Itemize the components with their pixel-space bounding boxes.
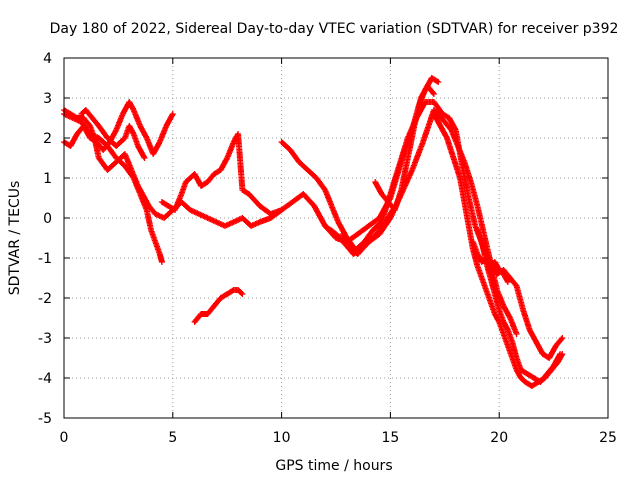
series-arc-11 <box>470 239 511 285</box>
series-arc-13 <box>372 83 437 213</box>
y-tick-label: -1 <box>38 251 52 267</box>
y-tick-label: 2 <box>43 131 52 147</box>
y-tick-label: -4 <box>38 371 52 387</box>
y-axis-label: SDTVAR / TECUs <box>7 181 23 296</box>
data-points <box>61 75 566 389</box>
series-arc-9 <box>430 111 566 389</box>
x-tick-label: 15 <box>381 430 399 446</box>
y-tick-label: 1 <box>43 171 52 187</box>
x-tick-label: 25 <box>599 430 617 446</box>
x-tick-label: 20 <box>490 430 508 446</box>
data-marker-trail <box>372 83 437 213</box>
chart-title: Day 180 of 2022, Sidereal Day-to-day VTE… <box>50 21 619 37</box>
data-marker-trail <box>430 111 566 389</box>
y-tick-label: -2 <box>38 291 52 307</box>
y-tick-label: 4 <box>43 51 52 67</box>
y-tick-label: -5 <box>38 411 52 427</box>
series-arc-12 <box>339 207 396 257</box>
series-arc-6 <box>191 287 246 325</box>
y-tick-label: 3 <box>43 91 52 107</box>
data-marker-trail <box>61 99 176 157</box>
x-tick-label: 0 <box>60 430 69 446</box>
x-tick-label: 10 <box>273 430 291 446</box>
series-arc-4 <box>78 107 148 161</box>
x-tick-label: 5 <box>168 430 177 446</box>
y-tick-label: 0 <box>43 211 52 227</box>
data-marker-trail <box>470 239 511 285</box>
data-marker-trail <box>78 107 148 161</box>
data-marker-trail <box>339 207 396 257</box>
x-axis-label: GPS time / hours <box>275 458 392 474</box>
series-arc-2 <box>61 99 176 157</box>
y-tick-label: -3 <box>38 331 52 347</box>
plot-frame <box>63 57 609 419</box>
data-marker-trail <box>191 287 246 325</box>
